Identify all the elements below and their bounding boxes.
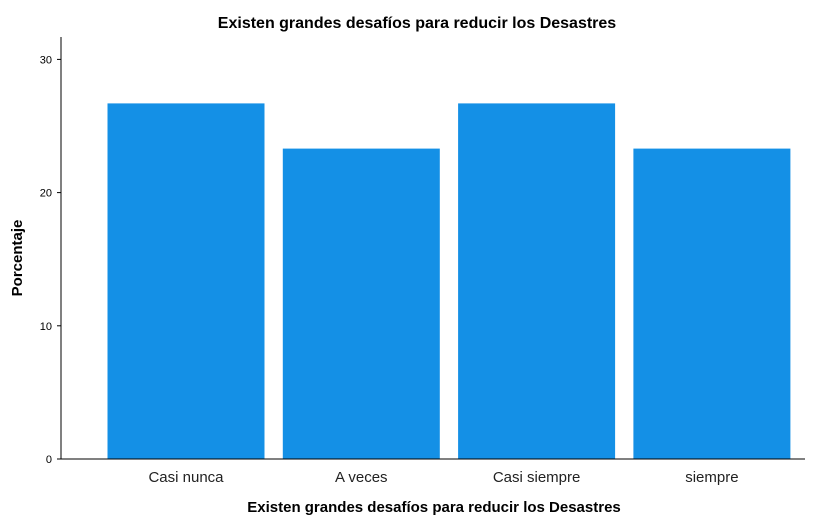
y-tick-group: 0 10 20 30 [40, 54, 61, 466]
x-tick-label: siempre [685, 469, 738, 486]
x-tick-label: Casi siempre [493, 469, 581, 486]
x-tick-label: A veces [335, 469, 388, 486]
y-tick-label: 0 [46, 454, 52, 466]
x-tick-group: Casi nunca A veces Casi siempre siempre [148, 469, 738, 486]
bar-siempre [633, 148, 791, 459]
bar-casi-siempre [458, 103, 616, 460]
bar-a-veces [282, 148, 440, 459]
chart-title: Existen grandes desafíos para reducir lo… [218, 15, 617, 32]
bar-casi-nunca [107, 103, 265, 460]
x-tick-label: Casi nunca [148, 469, 224, 486]
bars-group [107, 103, 791, 460]
x-axis-title: Existen grandes desafíos para reducir lo… [247, 499, 621, 516]
y-tick-label: 30 [40, 54, 52, 66]
y-tick-label: 20 [40, 188, 52, 200]
y-tick-label: 10 [40, 321, 52, 333]
y-axis-title: Porcentaje [9, 220, 26, 297]
